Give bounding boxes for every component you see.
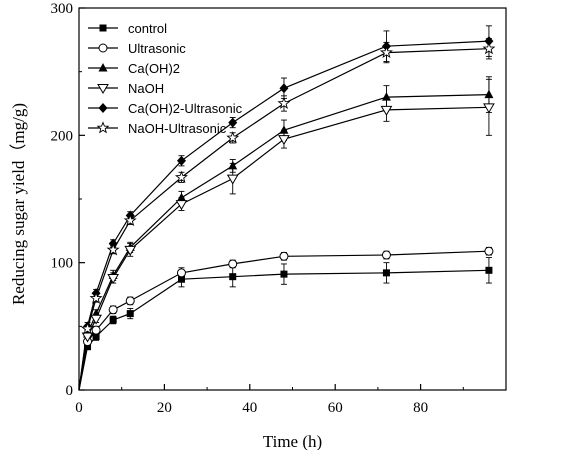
data-point-marker <box>382 269 390 277</box>
data-point-marker <box>484 246 494 256</box>
data-point-marker <box>484 36 494 47</box>
data-point-marker <box>124 245 137 256</box>
data-point-marker <box>277 96 291 109</box>
legend-marker <box>99 24 107 32</box>
legend-marker <box>96 121 110 134</box>
data-point-marker <box>484 89 494 99</box>
data-point-marker <box>108 305 118 315</box>
legend-label: Ca(OH)2-Ultrasonic <box>128 101 243 116</box>
legend-label: Ultrasonic <box>128 41 186 56</box>
data-point-marker <box>90 314 102 325</box>
data-point-marker <box>279 83 289 94</box>
data-point-marker <box>380 105 393 116</box>
y-tick-label: 100 <box>51 256 74 272</box>
data-point-marker <box>229 273 237 281</box>
data-point-marker <box>126 310 134 318</box>
data-point-marker <box>81 332 94 343</box>
legend-marker <box>98 63 108 72</box>
data-point-marker <box>228 160 238 170</box>
series-line-1 <box>78 250 489 391</box>
data-point-marker <box>228 117 238 128</box>
y-tick-label: 200 <box>51 128 74 144</box>
data-point-marker <box>176 192 186 202</box>
series-line-5 <box>78 48 489 391</box>
data-point-marker <box>123 213 137 227</box>
data-point-marker <box>379 45 393 59</box>
data-point-marker <box>228 259 238 269</box>
data-point-marker <box>107 273 120 284</box>
data-point-marker <box>125 296 135 306</box>
data-point-marker <box>91 325 101 335</box>
legend-marker <box>98 103 108 113</box>
data-point-marker <box>92 333 100 341</box>
series-line-0 <box>78 269 489 391</box>
x-tick-label: 40 <box>242 400 257 416</box>
legend-marker <box>98 43 108 53</box>
data-point-marker <box>280 270 288 278</box>
legend-marker <box>97 84 109 94</box>
data-point-marker <box>483 103 495 114</box>
data-point-marker <box>226 174 239 185</box>
data-point-marker <box>106 243 120 256</box>
legend: control Ultrasonic Ca(OH)2 NaOH Ca(OH)2-Ultr… <box>88 21 243 136</box>
axis-ticks-layer: 0 20 40 60 80 0 100 200 300 <box>51 1 464 416</box>
markers-layer <box>81 36 496 351</box>
data-point-marker <box>278 135 290 146</box>
data-point-marker <box>279 125 289 134</box>
data-point-marker <box>174 170 188 183</box>
data-point-marker <box>175 200 188 211</box>
data-point-marker <box>279 251 289 261</box>
x-tick-label: 60 <box>328 400 343 416</box>
data-point-marker <box>176 155 186 166</box>
legend-label: Ca(OH)2 <box>128 61 180 76</box>
data-point-marker <box>381 92 391 101</box>
legend-label: NaOH <box>128 81 164 96</box>
series-line-4 <box>78 40 489 391</box>
y-axis-title: Reducing sugar yield（mg/g) <box>9 103 28 305</box>
data-point-marker <box>485 266 493 274</box>
data-point-marker <box>89 291 103 304</box>
data-point-marker <box>381 250 391 260</box>
x-tick-label: 20 <box>157 400 172 416</box>
x-tick-label: 0 <box>75 400 83 416</box>
data-point-marker <box>109 316 117 324</box>
data-point-marker <box>176 268 186 278</box>
legend-label: control <box>128 21 167 36</box>
y-tick-label: 0 <box>66 383 74 399</box>
data-point-marker <box>482 41 496 55</box>
data-point-marker <box>81 322 95 335</box>
data-point-marker <box>177 275 185 283</box>
legend-label: NaOH-Ultrasonic <box>128 121 227 136</box>
x-axis-title: Time (h) <box>263 432 322 450</box>
y-tick-label: 300 <box>51 1 74 17</box>
data-point-marker <box>84 343 92 351</box>
x-tick-label: 80 <box>413 400 428 416</box>
series-line-3 <box>78 106 489 391</box>
series-line-2 <box>78 94 489 391</box>
data-point-marker <box>226 131 240 144</box>
